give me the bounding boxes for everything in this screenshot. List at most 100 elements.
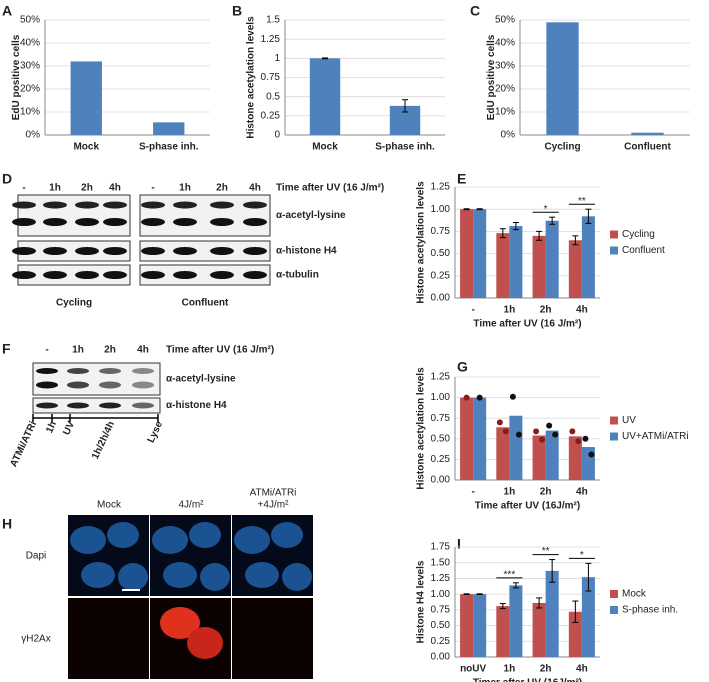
significance-label: ** xyxy=(542,546,550,557)
micrograph xyxy=(232,598,313,679)
lane-label: 2h xyxy=(104,345,116,356)
blot-band xyxy=(103,247,127,255)
y-tick-label: 0.25 xyxy=(431,454,451,465)
bar xyxy=(581,577,595,657)
bar xyxy=(473,397,487,480)
x-axis-label: Timer after UV (16J/m²) xyxy=(473,678,582,682)
panel-label: F xyxy=(2,341,11,357)
blot-band xyxy=(36,368,58,374)
blot-band xyxy=(243,218,267,226)
y-tick-label: 0.25 xyxy=(261,110,281,121)
bar xyxy=(568,436,582,480)
x-axis-label: Time after UV (16 J/m²) xyxy=(473,319,581,330)
blot-band xyxy=(210,201,234,209)
y-tick-label: 50% xyxy=(20,15,40,26)
y-tick-label: 0 xyxy=(274,130,280,141)
blot-band xyxy=(173,271,197,279)
y-tick-label: 0% xyxy=(501,130,516,141)
blot-band xyxy=(75,247,99,255)
data-point xyxy=(569,428,576,435)
bar xyxy=(509,226,523,298)
blot-band xyxy=(132,381,154,389)
group-label: Cycling xyxy=(56,298,92,309)
data-point xyxy=(575,438,582,445)
blot-band xyxy=(36,381,58,389)
y-tick-label: 0.5 xyxy=(266,91,280,102)
lane-label: 4h xyxy=(109,183,121,194)
bar xyxy=(568,611,582,657)
lane-label: 4h xyxy=(249,183,261,194)
panel-label: G xyxy=(457,359,468,375)
data-point xyxy=(463,394,470,401)
nucleus xyxy=(271,522,303,548)
bar xyxy=(509,585,523,657)
blot-band xyxy=(43,247,67,255)
column-label: ATMi/ATRi xyxy=(250,488,297,499)
blot-band xyxy=(12,218,36,226)
data-point xyxy=(533,428,540,435)
y-tick-label: 1.00 xyxy=(431,589,451,600)
y-axis-label: Histone H4 levels xyxy=(416,560,427,643)
timeline-label: ATMi/ATRi xyxy=(8,420,39,469)
bar xyxy=(460,397,474,480)
y-tick-label: 40% xyxy=(495,38,515,49)
row-label: γH2Ax xyxy=(21,634,50,645)
nucleus xyxy=(163,562,197,588)
x-tick-label: Confluent xyxy=(624,142,671,153)
nucleus-signal xyxy=(187,627,223,659)
data-point xyxy=(546,422,553,429)
y-tick-label: 0.00 xyxy=(431,293,451,304)
blot-band xyxy=(210,247,234,255)
y-tick-label: 0.75 xyxy=(431,604,451,615)
x-tick-label: 1h xyxy=(504,487,516,498)
blot-band xyxy=(141,201,165,209)
panel-label: I xyxy=(457,536,461,552)
significance-label: *** xyxy=(504,569,516,580)
data-point xyxy=(515,431,522,438)
blot-band xyxy=(12,247,36,255)
legend-swatch xyxy=(610,590,618,598)
data-point xyxy=(588,451,595,458)
y-tick-label: 1.75 xyxy=(431,542,451,553)
y-tick-label: 0.25 xyxy=(431,270,451,281)
legend-label: S-phase inh. xyxy=(622,605,678,616)
blot-band xyxy=(43,218,67,226)
bar xyxy=(545,220,559,298)
bar xyxy=(473,209,487,298)
blot-band xyxy=(173,201,197,209)
panel-label: H xyxy=(2,516,12,532)
significance-label: ** xyxy=(578,196,586,207)
x-tick-label: noUV xyxy=(460,664,486,675)
bar xyxy=(460,209,474,298)
x-tick-label: 1h xyxy=(504,664,516,675)
timeline-label: 1h/2h/4h xyxy=(90,420,117,461)
legend-swatch xyxy=(610,416,618,425)
y-tick-label: 1.25 xyxy=(431,573,451,584)
nucleus xyxy=(152,526,188,554)
blot-band xyxy=(67,368,89,374)
y-axis-label: EdU positive cells xyxy=(11,34,22,120)
y-tick-label: 0.00 xyxy=(431,475,451,486)
x-tick-label: 2h xyxy=(540,664,552,675)
lane-label: 1h xyxy=(49,183,61,194)
nucleus xyxy=(118,563,148,591)
bar xyxy=(532,235,546,298)
x-tick-label: S-phase inh. xyxy=(375,142,435,153)
x-tick-label: 2h xyxy=(540,305,552,316)
column-label: +4J/m² xyxy=(258,500,290,511)
x-tick-label: 4h xyxy=(576,305,588,316)
x-tick-label: Mock xyxy=(312,142,338,153)
nucleus xyxy=(70,526,106,554)
data-point xyxy=(502,428,509,435)
panel-label: B xyxy=(232,3,242,19)
bar xyxy=(309,58,341,136)
bar xyxy=(460,594,474,657)
lane-label: 2h xyxy=(216,183,228,194)
blot-band xyxy=(132,368,154,374)
lane-label: - xyxy=(151,183,154,194)
blot-panel xyxy=(139,240,271,262)
blot-band xyxy=(141,247,165,255)
y-tick-label: 0.75 xyxy=(261,72,281,83)
blot-band xyxy=(243,247,267,255)
antibody-label: α-acetyl-lysine xyxy=(276,210,346,221)
